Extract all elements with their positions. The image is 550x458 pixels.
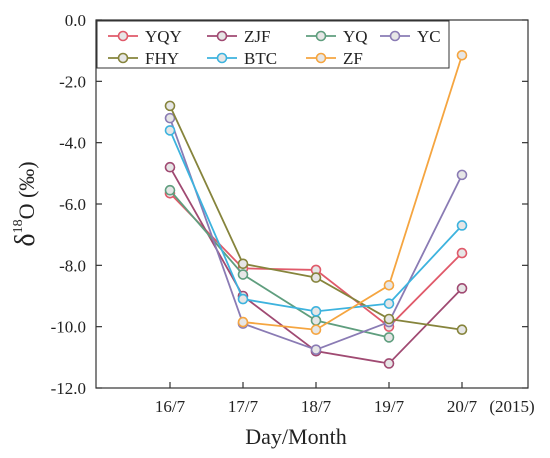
legend-entry-zf: ZF — [306, 49, 363, 68]
series-line — [242, 54, 463, 331]
data-point — [237, 293, 249, 305]
series-line — [169, 130, 463, 313]
legend-box — [96, 20, 450, 69]
data-point — [456, 324, 468, 336]
series-fhy — [164, 100, 468, 336]
data-point — [456, 247, 468, 259]
y-tick-label: 0.0 — [65, 11, 86, 30]
data-point — [456, 49, 468, 61]
legend-label: YQY — [145, 27, 182, 46]
data-point — [310, 306, 322, 317]
y-tick-label: -10.0 — [51, 318, 86, 337]
x-tick-label: 17/7 — [228, 397, 259, 416]
data-point — [383, 279, 395, 291]
x-tick-label: 16/7 — [155, 397, 186, 416]
data-point — [164, 125, 176, 136]
data-point — [383, 358, 395, 369]
data-point — [310, 344, 322, 355]
data-point — [310, 324, 322, 336]
data-point — [164, 112, 176, 124]
series-layer — [164, 49, 468, 369]
y-tick-label: -2.0 — [59, 72, 86, 91]
data-point — [456, 169, 468, 181]
series-zf — [237, 49, 468, 336]
legend-entry-btc: BTC — [207, 49, 277, 68]
legend-marker — [216, 52, 228, 64]
data-point — [237, 316, 249, 328]
data-point — [310, 315, 322, 326]
legend-marker — [315, 52, 327, 64]
x-tick-label: 19/7 — [374, 397, 405, 416]
y-axis-title: δ18O (‰) — [10, 161, 41, 246]
x-axis-title: Day/Month — [245, 424, 346, 449]
y-tick-label: -4.0 — [59, 134, 86, 153]
legend-marker — [117, 52, 129, 64]
y-tick-label: -6.0 — [59, 195, 86, 214]
legend-label: YC — [417, 27, 441, 46]
x-tick-label: 20/7 — [447, 397, 478, 416]
legend-marker — [216, 30, 228, 42]
data-point — [237, 269, 249, 280]
data-point — [164, 184, 176, 196]
data-point — [164, 100, 176, 112]
legend: YQY ZJF YQ YC FHY BTC ZF — [96, 20, 450, 69]
data-point — [310, 272, 322, 283]
x-tick-label: 18/7 — [301, 397, 332, 416]
legend-marker — [117, 30, 129, 42]
legend-label: ZF — [343, 49, 363, 68]
series-line — [169, 189, 390, 339]
y-axis-title-sup: 18 — [11, 219, 26, 233]
legend-label: ZJF — [244, 27, 270, 46]
legend-label: BTC — [244, 49, 277, 68]
data-point — [164, 161, 176, 173]
x-axis-year-note: (2015) — [489, 397, 534, 416]
y-axis-title-rest: O (‰) — [14, 161, 39, 219]
data-point — [383, 298, 395, 309]
data-point — [383, 313, 395, 325]
legend-label: FHY — [145, 49, 179, 68]
y-tick-label: -12.0 — [51, 379, 86, 398]
data-point — [237, 258, 249, 270]
legend-entry-yq: YQ — [306, 27, 368, 46]
data-point — [456, 220, 468, 231]
data-point — [383, 332, 395, 343]
legend-marker — [315, 30, 327, 42]
legend-entry-zjf: ZJF — [207, 27, 270, 46]
legend-entry-fhy: FHY — [108, 49, 179, 68]
series-yq — [164, 184, 395, 343]
legend-entry-yc: YC — [380, 27, 441, 46]
y-tick-label: -8.0 — [59, 256, 86, 275]
legend-label: YQ — [343, 27, 368, 46]
legend-entry-yqy: YQY — [108, 27, 182, 46]
y-axis-title-base: δ — [10, 233, 41, 246]
x-axis: 16/7 17/7 18/7 19/7 20/7 — [155, 382, 478, 416]
series-btc — [164, 125, 468, 317]
legend-marker — [389, 30, 401, 42]
y-axis: -12.0 -10.0 -8.0 -6.0 -4.0 -2.0 0.0 — [51, 11, 528, 398]
data-point — [456, 283, 468, 294]
